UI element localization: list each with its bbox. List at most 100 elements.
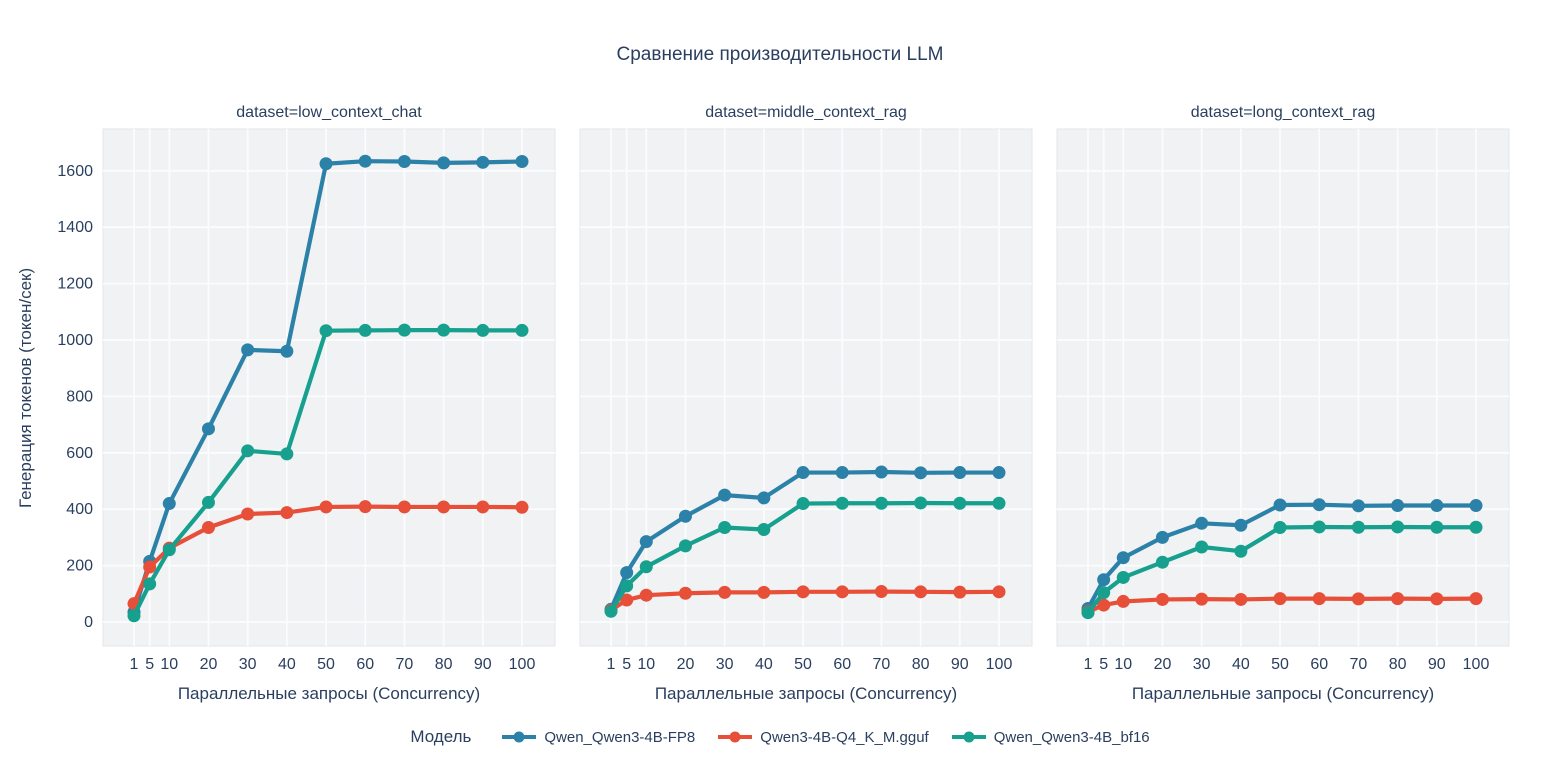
y-tick-label: 600 — [66, 445, 93, 462]
x-tick-label: 10 — [637, 656, 655, 673]
legend-entry-q4[interactable]: Qwen3-4B-Q4_K_M.gguf — [717, 728, 929, 746]
facet-title-middle-context-rag: dataset=middle_context_rag — [705, 104, 907, 121]
data-point — [1351, 592, 1365, 606]
data-point — [1273, 592, 1287, 606]
data-point — [1273, 498, 1287, 512]
data-point — [1391, 592, 1405, 606]
y-tick-label: 200 — [66, 558, 93, 575]
x-tick-label: 20 — [677, 656, 695, 673]
data-point — [358, 500, 372, 514]
data-point — [620, 579, 634, 593]
data-point — [515, 500, 529, 514]
x-tick-label: 90 — [474, 656, 492, 673]
data-point — [1234, 592, 1248, 606]
data-point — [1351, 520, 1365, 534]
plot-background — [102, 128, 556, 647]
data-point — [241, 343, 255, 357]
legend-entry-label: Qwen_Qwen3-4B-FP8 — [544, 728, 696, 746]
x-tick-label: 5 — [622, 656, 631, 673]
data-point — [1116, 594, 1130, 608]
x-tick-label: 50 — [317, 656, 335, 673]
data-point — [201, 495, 215, 509]
data-point — [437, 500, 451, 514]
data-point — [476, 500, 490, 514]
x-tick-label: 100 — [509, 656, 536, 673]
facet-title-long-context-rag: dataset=long_context_rag — [1190, 104, 1376, 121]
x-tick-label: 40 — [278, 656, 296, 673]
data-point — [143, 560, 157, 574]
chart-title: Сравнение производительности LLM — [616, 44, 944, 65]
y-tick-label: 0 — [84, 614, 93, 631]
x-tick-label: 70 — [873, 656, 891, 673]
x-tick-label: 1 — [130, 656, 139, 673]
data-point — [1430, 520, 1444, 534]
data-point — [639, 560, 653, 574]
legend-title: Модель — [410, 727, 472, 746]
data-point — [127, 609, 141, 623]
data-point — [678, 509, 692, 523]
data-point — [162, 543, 176, 557]
data-point — [515, 154, 529, 168]
x-tick-label: 90 — [951, 656, 969, 673]
data-point — [201, 422, 215, 436]
data-point — [604, 604, 618, 618]
x-tick-label: 1 — [1084, 656, 1093, 673]
data-point — [1351, 499, 1365, 513]
data-point — [757, 491, 771, 505]
legend-entry-fp8[interactable]: Qwen_Qwen3-4B-FP8 — [501, 729, 695, 746]
y-tick-label: 400 — [66, 501, 93, 518]
data-point — [1234, 544, 1248, 558]
data-point — [319, 157, 333, 171]
facet-plot-2[interactable]: 1 5 10 20 30 40 50 60 70 80 90 100 — [579, 128, 1033, 673]
data-point — [1469, 499, 1483, 513]
data-point — [1097, 598, 1111, 612]
data-point — [953, 466, 967, 480]
data-point — [835, 585, 849, 599]
legend-swatch-fp8-icon — [502, 731, 537, 743]
data-point — [1155, 592, 1169, 606]
x-axis-title-3: Параллельные запросы (Concurrency) — [1131, 684, 1435, 703]
x-tick-label: 80 — [912, 656, 930, 673]
data-point — [143, 577, 157, 591]
data-point — [1116, 570, 1130, 584]
data-point — [476, 155, 490, 169]
data-point — [639, 588, 653, 602]
data-point — [280, 506, 294, 520]
data-point — [992, 585, 1006, 599]
data-point — [397, 500, 411, 514]
y-tick-label: 1400 — [57, 219, 93, 236]
x-tick-label: 100 — [1463, 656, 1490, 673]
data-point — [796, 497, 810, 511]
legend: Модель Qwen_Qwen3-4B-FP8 Qwen3-4B-Q4_K_M… — [0, 727, 1560, 747]
data-point — [280, 344, 294, 358]
data-point — [796, 585, 810, 599]
x-axis-title-1: Параллельные запросы (Concurrency) — [177, 684, 481, 703]
x-tick-label: 50 — [1271, 656, 1289, 673]
y-tick-label: 1000 — [57, 332, 93, 349]
x-tick-label: 30 — [716, 656, 734, 673]
data-point — [241, 507, 255, 521]
data-point — [1195, 516, 1209, 530]
data-point — [1195, 540, 1209, 554]
x-axis-title-2: Параллельные запросы (Concurrency) — [654, 684, 958, 703]
legend-entry-label: Qwen3-4B-Q4_K_M.gguf — [760, 728, 929, 746]
data-point — [1430, 499, 1444, 513]
data-point — [515, 323, 529, 337]
y-tick-label: 800 — [66, 388, 93, 405]
x-tick-label: 40 — [755, 656, 773, 673]
legend-entry-bf16[interactable]: Qwen_Qwen3-4B_bf16 — [951, 729, 1150, 746]
data-point — [280, 447, 294, 461]
data-point — [358, 154, 372, 168]
data-point — [1312, 498, 1326, 512]
x-tick-label: 5 — [145, 656, 154, 673]
data-point — [319, 500, 333, 514]
data-point — [835, 466, 849, 480]
data-point — [476, 323, 490, 337]
data-point — [437, 156, 451, 170]
data-point — [835, 496, 849, 510]
facet-plot-1[interactable]: 1 5 10 20 30 40 50 60 70 80 90 10002004006008001000… — [57, 128, 556, 673]
data-point — [1155, 555, 1169, 569]
facet-plot-3[interactable]: 1 5 10 20 30 40 50 60 70 80 90 100 — [1056, 128, 1510, 673]
